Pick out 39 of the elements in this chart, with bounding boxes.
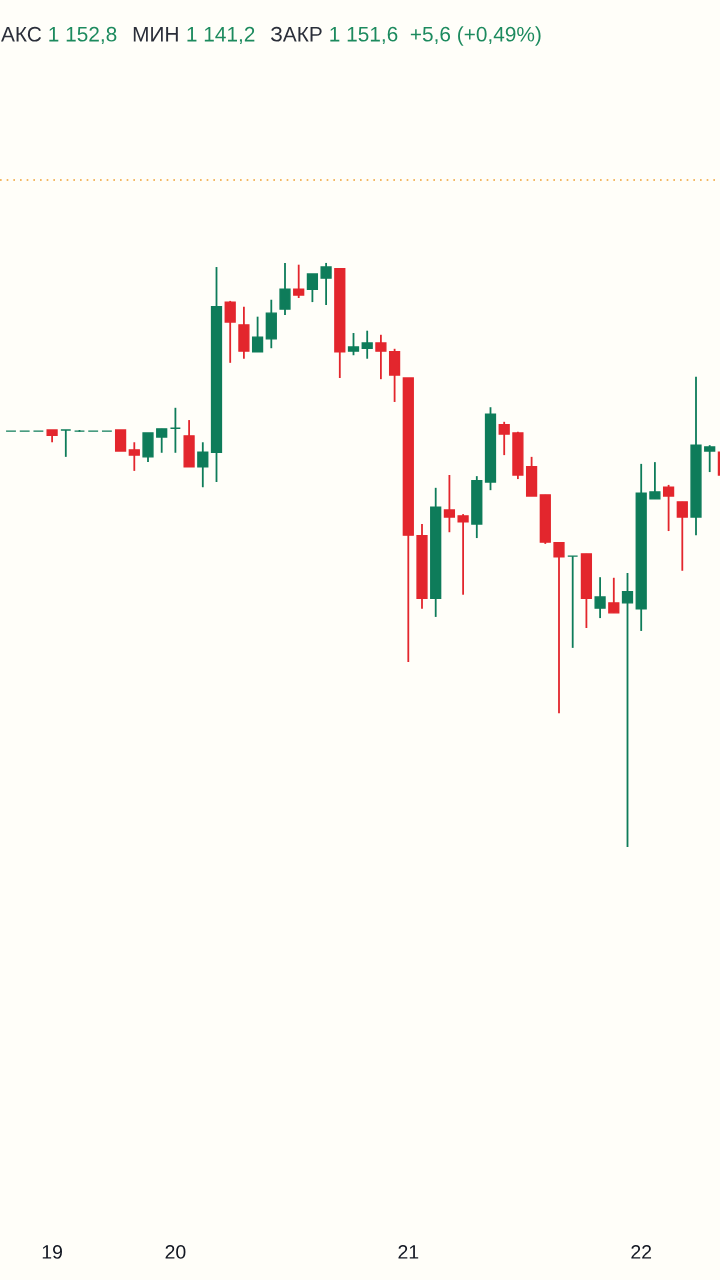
candlestick — [142, 432, 154, 464]
candlestick — [320, 262, 332, 306]
text: 1 152,8 — [49, 26, 117, 45]
candlestick — [649, 461, 661, 500]
candlestick — [676, 500, 688, 572]
candlestick — [251, 315, 264, 353]
x-tick-label: 20 — [165, 1245, 186, 1259]
x-tick-label: 22 — [631, 1245, 652, 1259]
text: 1 141,2 — [187, 26, 255, 45]
candlestick — [293, 263, 305, 299]
text: ЗАКР — [270, 26, 322, 42]
candlestick — [388, 347, 401, 403]
candlestick — [498, 420, 510, 457]
candlestick — [60, 429, 72, 458]
candlestick — [704, 444, 716, 473]
candlestick — [224, 300, 236, 364]
candlestick — [621, 572, 634, 848]
candlestick — [169, 406, 182, 454]
candlestick — [594, 576, 606, 619]
candlestick — [375, 333, 387, 381]
candlestick — [114, 429, 127, 452]
candlestick — [197, 441, 209, 489]
candlestick — [443, 474, 456, 534]
candlestick — [279, 262, 291, 316]
candlestick — [457, 513, 469, 596]
text: АКС — [1, 26, 42, 42]
candlestick — [306, 273, 319, 303]
candlestick — [347, 332, 360, 357]
candlestick — [662, 484, 675, 532]
candlestick — [128, 441, 140, 472]
candlestick — [361, 329, 373, 360]
x-tick-label: 19 — [42, 1245, 62, 1259]
text: 1 151,6 +5,6 (+0,49%) — [330, 26, 541, 46]
candlestick — [553, 541, 565, 715]
candlestick — [567, 555, 579, 649]
text: МИН — [133, 27, 178, 42]
candlestick — [156, 427, 168, 454]
x-tick-label: 21 — [398, 1245, 419, 1259]
candlestick — [608, 576, 620, 614]
